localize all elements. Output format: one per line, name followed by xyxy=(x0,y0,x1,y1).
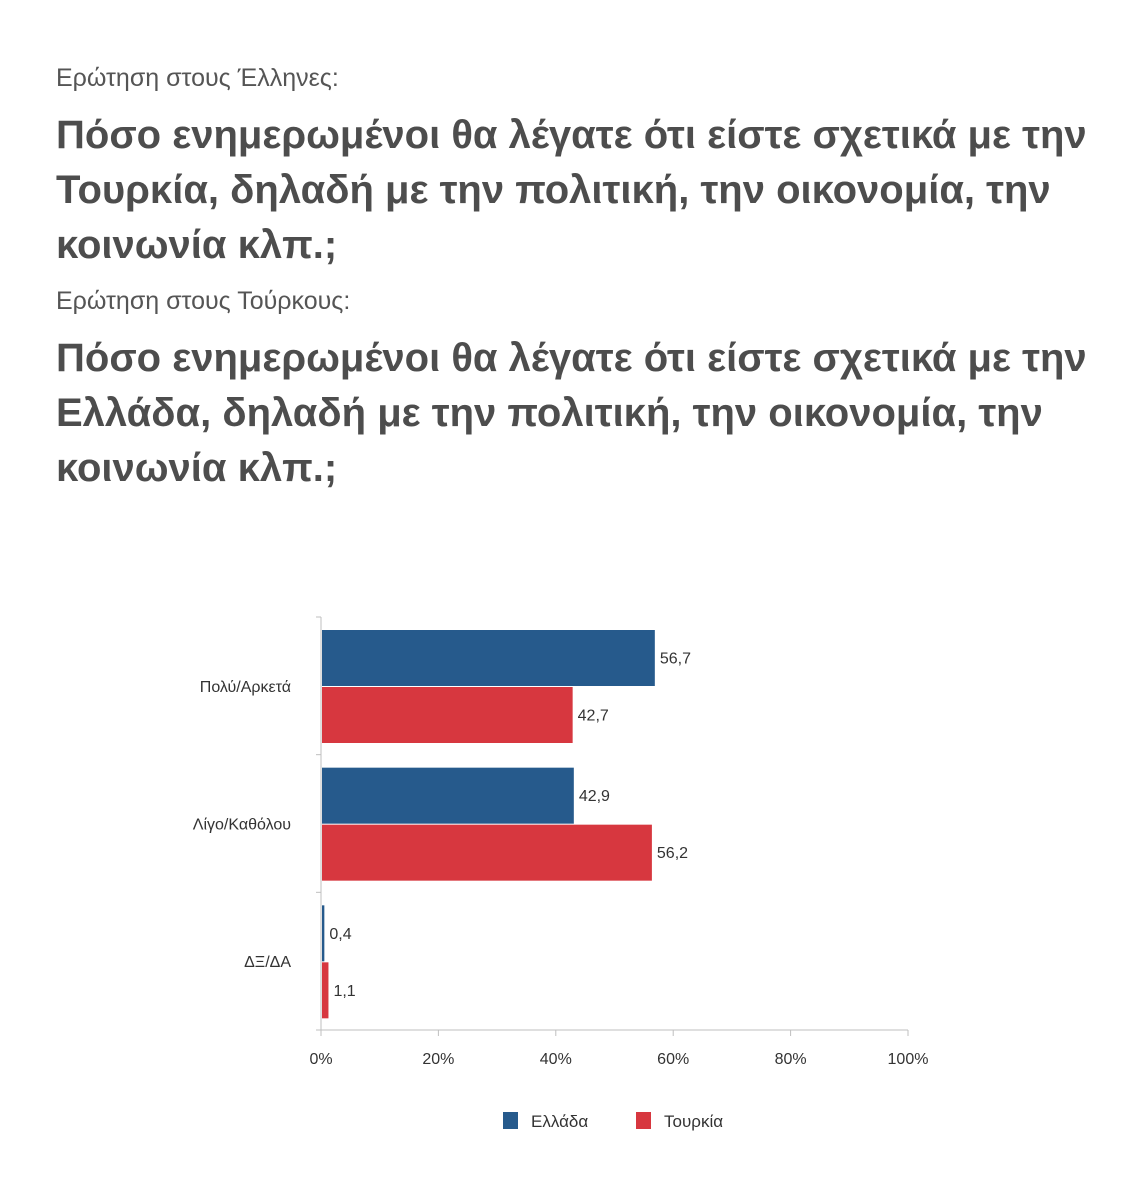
category-label: ΔΞ/ΔΑ xyxy=(244,954,291,971)
x-tick-label: 0% xyxy=(309,1051,332,1068)
legend-swatch-turkey xyxy=(636,1112,651,1129)
bar-turkey xyxy=(322,687,573,743)
data-label: 42,9 xyxy=(579,788,610,805)
bar-turkey xyxy=(322,962,329,1019)
category-label: Λίγο/Καθόλου xyxy=(193,817,291,834)
question-turks-text: Πόσο ενημερωμένοι θα λέγατε ότι είστε σχ… xyxy=(56,336,1087,490)
question-greeks-text: Πόσο ενημερωμένοι θα λέγατε ότι είστε σχ… xyxy=(56,113,1087,267)
x-tick-label: 20% xyxy=(422,1051,454,1068)
x-tick-label: 100% xyxy=(888,1051,929,1068)
x-tick-label: 40% xyxy=(540,1051,572,1068)
data-label: 56,7 xyxy=(660,651,691,668)
bar-greece xyxy=(322,630,655,686)
data-label: 1,1 xyxy=(333,983,355,1000)
data-label: 42,7 xyxy=(578,708,609,725)
bar-turkey xyxy=(322,824,652,881)
legend-label: Ελλάδα xyxy=(531,1112,588,1131)
bar-greece xyxy=(322,767,574,824)
legend-swatch-greece xyxy=(503,1112,518,1129)
data-label: 56,2 xyxy=(657,845,688,862)
x-tick-label: 60% xyxy=(657,1051,689,1068)
category-label: Πολύ/Αρκετά xyxy=(200,679,291,696)
x-tick-label: 80% xyxy=(775,1051,807,1068)
legend-label: Τουρκία xyxy=(664,1112,723,1131)
data-label: 0,4 xyxy=(329,926,351,943)
question-turks-label: Ερώτηση στους Τούρκους: xyxy=(56,287,351,315)
question-greeks-label: Ερώτηση στους Έλληνες: xyxy=(56,64,339,92)
bar-greece xyxy=(322,905,325,962)
